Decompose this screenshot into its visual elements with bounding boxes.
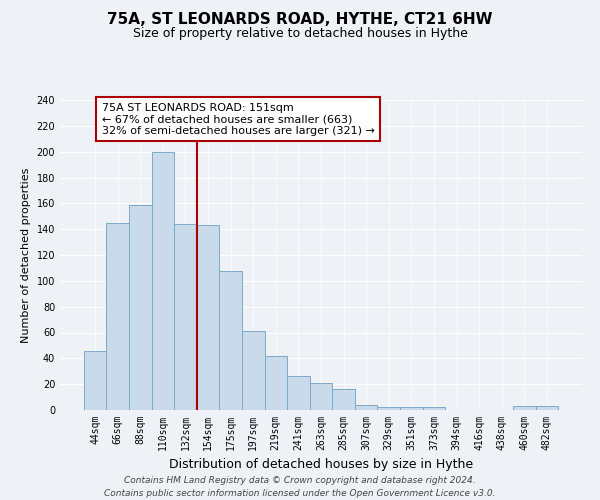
Bar bbox=[422, 408, 445, 410]
Bar bbox=[242, 331, 265, 410]
Bar bbox=[536, 406, 558, 410]
Text: Size of property relative to detached houses in Hythe: Size of property relative to detached ho… bbox=[133, 28, 467, 40]
Bar bbox=[400, 408, 422, 410]
Bar bbox=[197, 226, 220, 410]
Bar bbox=[220, 270, 242, 410]
X-axis label: Distribution of detached houses by size in Hythe: Distribution of detached houses by size … bbox=[169, 458, 473, 471]
Bar bbox=[355, 405, 377, 410]
Text: 75A, ST LEONARDS ROAD, HYTHE, CT21 6HW: 75A, ST LEONARDS ROAD, HYTHE, CT21 6HW bbox=[107, 12, 493, 28]
Text: 75A ST LEONARDS ROAD: 151sqm
← 67% of detached houses are smaller (663)
32% of s: 75A ST LEONARDS ROAD: 151sqm ← 67% of de… bbox=[102, 102, 374, 136]
Y-axis label: Number of detached properties: Number of detached properties bbox=[21, 168, 31, 342]
Bar bbox=[310, 383, 332, 410]
Bar bbox=[287, 376, 310, 410]
Bar bbox=[106, 222, 129, 410]
Bar bbox=[513, 406, 536, 410]
Bar bbox=[152, 152, 174, 410]
Bar bbox=[332, 390, 355, 410]
Bar bbox=[377, 408, 400, 410]
Bar bbox=[174, 224, 197, 410]
Bar bbox=[265, 356, 287, 410]
Text: Contains HM Land Registry data © Crown copyright and database right 2024.
Contai: Contains HM Land Registry data © Crown c… bbox=[104, 476, 496, 498]
Bar bbox=[129, 204, 152, 410]
Bar bbox=[84, 350, 106, 410]
